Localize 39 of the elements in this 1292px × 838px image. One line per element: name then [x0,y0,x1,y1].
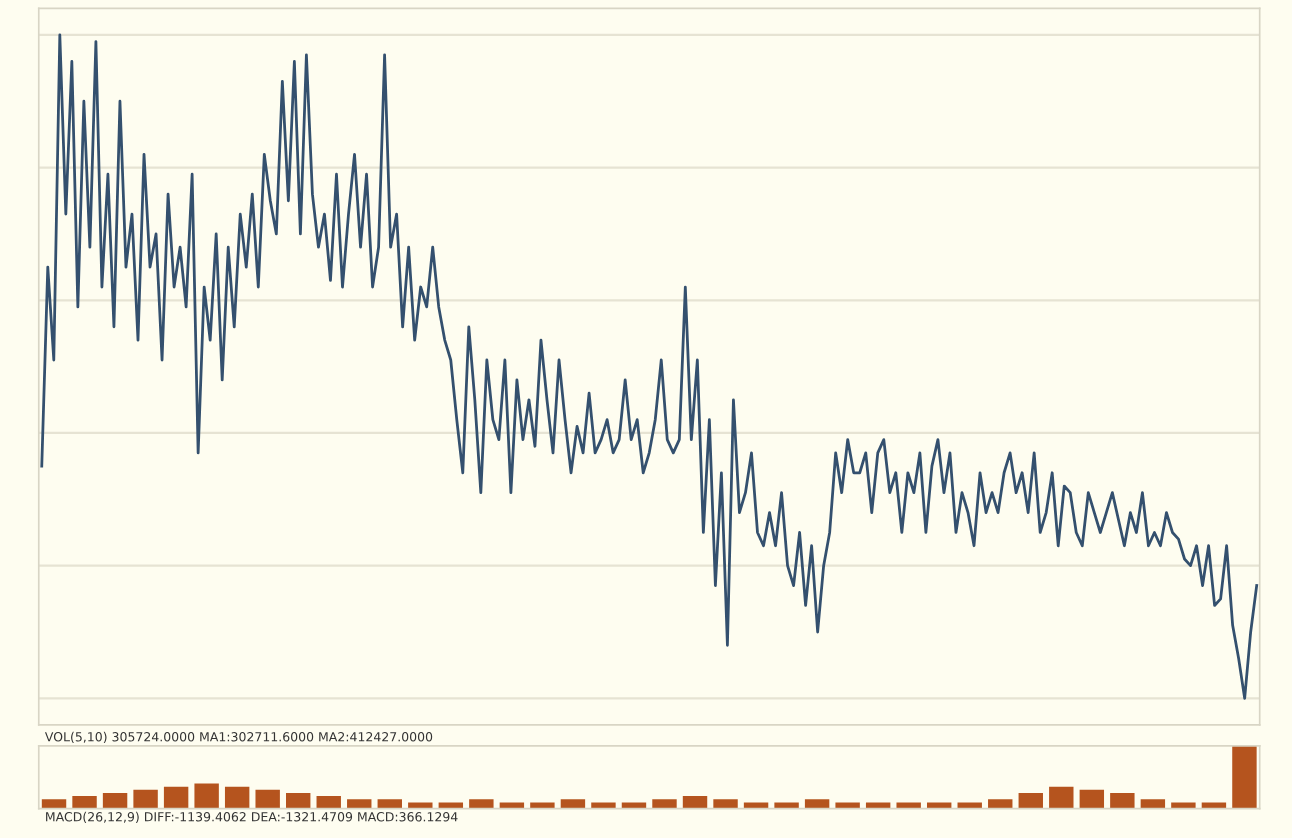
bar [1079,789,1105,809]
bar [988,799,1013,809]
bar [438,802,464,809]
bar [530,802,555,809]
bar [194,783,219,809]
bar [926,802,952,809]
bar [408,802,433,809]
bar [72,796,97,809]
bar [316,796,341,809]
bar [133,789,158,809]
bar [102,792,128,809]
bar [1201,802,1227,809]
bar [804,799,830,809]
bar [1140,799,1166,809]
bar [713,799,738,809]
bar [255,789,280,809]
bar [896,802,921,809]
bar [621,802,647,809]
bar [682,796,708,809]
bar [1018,792,1043,809]
bar [1171,802,1196,809]
bar [499,802,525,809]
bar [163,786,189,809]
bar [347,799,372,809]
bar [957,802,982,809]
bar [469,799,494,809]
bar [1110,792,1135,809]
bar [286,792,311,809]
bar [743,802,769,809]
bar [377,799,402,809]
bar [865,802,891,809]
bar [652,799,677,809]
bar [774,802,799,809]
bar [591,802,616,809]
bar [1049,786,1074,809]
bar [835,802,860,809]
bar [560,799,586,809]
bar [41,799,67,809]
bar [224,786,250,809]
